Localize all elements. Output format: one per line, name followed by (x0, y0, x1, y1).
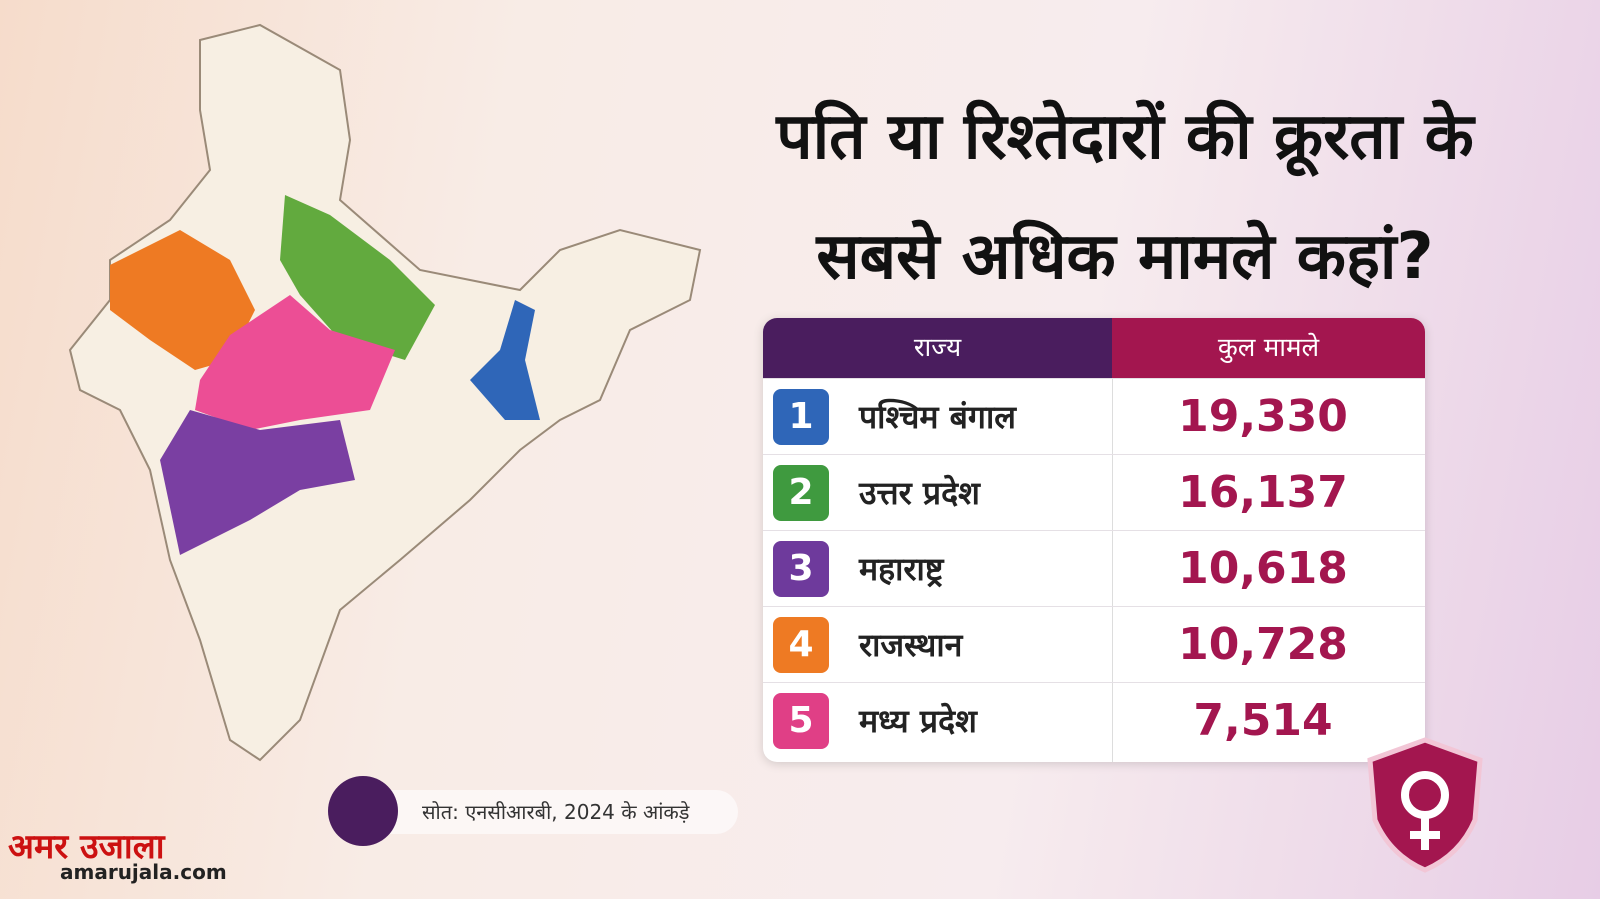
map-outline (68, 23, 702, 762)
case-count: 16,137 (1178, 467, 1348, 518)
state-name: पश्चिम बंगाल (859, 398, 1016, 436)
table-row: 3 महाराष्ट्र 10,618 (763, 530, 1425, 607)
site: amarujala.com (60, 860, 227, 884)
rank-badge: 2 (773, 465, 829, 521)
madhya-pradesh (195, 295, 395, 430)
source-box: सोत: एनसीआरबी, 2024 के आंकड़े (328, 776, 738, 846)
logo: अमर उजाला (8, 827, 165, 867)
rank-badge: 5 (773, 693, 829, 749)
rajasthan (110, 230, 255, 370)
title-line: पति या रिश्तेदारों की क्रूरता के (776, 100, 1474, 174)
uttar-pradesh (280, 195, 435, 360)
state-name: महाराष्ट्र (859, 550, 944, 588)
rank-badge: 4 (773, 617, 829, 673)
state-name: उत्तर प्रदेश (859, 474, 980, 512)
case-count: 19,330 (1178, 391, 1348, 442)
column-header: राज्य (763, 318, 1112, 378)
table: राज्य कुल मामले 1 पश्चिम बंगाल 19,330 2 उत्त… (763, 318, 1425, 762)
table-row: 2 उत्तर प्रदेश 16,137 (763, 454, 1425, 531)
rank-badge: 1 (773, 389, 829, 445)
scale-icon (328, 776, 398, 846)
state-name: राजस्थान (859, 626, 963, 664)
table-row: 5 मध्य प्रदेश 7,514 (763, 682, 1425, 759)
title-line: सबसे अधिक मामले कहां? (816, 220, 1434, 294)
state-name: मध्य प्रदेश (859, 702, 977, 740)
column-header: कुल मामले (1112, 318, 1425, 378)
shield-icon (1367, 737, 1483, 873)
table-row: 4 राजस्थान 10,728 (763, 606, 1425, 683)
case-count: 7,514 (1193, 695, 1333, 746)
west-bengal (470, 300, 540, 420)
rank-badge: 3 (773, 541, 829, 597)
divider (1112, 378, 1113, 762)
source-text: सोत: एनसीआरबी, 2024 के आंकड़े (422, 800, 690, 824)
case-count: 10,728 (1178, 619, 1348, 670)
india-map (68, 23, 702, 762)
maharashtra (160, 410, 355, 555)
table-row: 1 पश्चिम बंगाल 19,330 (763, 378, 1425, 455)
case-count: 10,618 (1178, 543, 1348, 594)
